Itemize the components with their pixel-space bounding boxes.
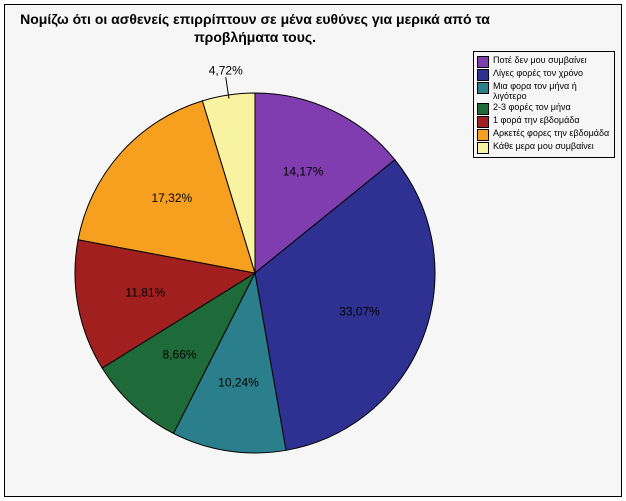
legend-label: 2-3 φορές τον μήνα [493,102,571,112]
legend-label: Λίγες φορές τον χρόνο [493,68,583,78]
legend-item: Ποτέ δεν μου συμβαίνει [477,55,611,68]
slice-label: 11,81% [125,286,165,300]
legend-label: Κάθε μερα μου συμβαίνει [493,141,594,151]
legend-label: Ποτέ δεν μου συμβαίνει [493,55,587,65]
legend-label: Αρκετές φορες την εβδομάδα [493,128,609,138]
legend-swatch [477,69,489,81]
slice-label: 4,72% [209,63,243,77]
pie-svg: 14,17% 33,07% 10,24% 8,66% 11,81% 17,32% 4,72% [25,51,485,491]
legend-swatch [477,82,489,94]
chart-title: Νομίζω ότι οι ασθενείς επιρρίπτουν σε μέ… [5,11,505,46]
legend-swatch [477,116,489,128]
pie-chart: 14,17% 33,07% 10,24% 8,66% 11,81% 17,32% 4,72% [25,51,485,491]
legend-item: Μια φορα τον μήνα ή λιγότερο [477,81,611,102]
legend-swatch [477,103,489,115]
title-line-1: Νομίζω ότι οι ασθενείς επιρρίπτουν σε μέ… [5,11,505,29]
legend-item: 1 φορά την εβδομάδα [477,115,611,128]
chart-frame: Νομίζω ότι οι ασθενείς επιρρίπτουν σε μέ… [4,4,622,497]
slice-label: 10,24% [218,376,259,390]
legend-swatch [477,129,489,141]
legend-item: 2-3 φορές τον μήνα [477,102,611,115]
legend: Ποτέ δεν μου συμβαίνει Λίγες φορές τον χρ… [473,51,615,158]
slice-label: 33,07% [339,304,380,318]
slice-label: 14,17% [283,164,324,178]
legend-item: Κάθε μερα μου συμβαίνει [477,141,611,154]
slice-label: 17,32% [151,191,192,205]
legend-label: 1 φορά την εβδομάδα [493,115,580,125]
slice-label: 8,66% [163,347,197,361]
legend-item: Αρκετές φορες την εβδομάδα [477,128,611,141]
legend-swatch [477,56,489,68]
legend-item: Λίγες φορές τον χρόνο [477,68,611,81]
legend-swatch [477,142,489,154]
title-line-2: προβλήματα τους. [5,29,505,47]
legend-label: Μια φορα τον μήνα ή λιγότερο [493,81,577,102]
